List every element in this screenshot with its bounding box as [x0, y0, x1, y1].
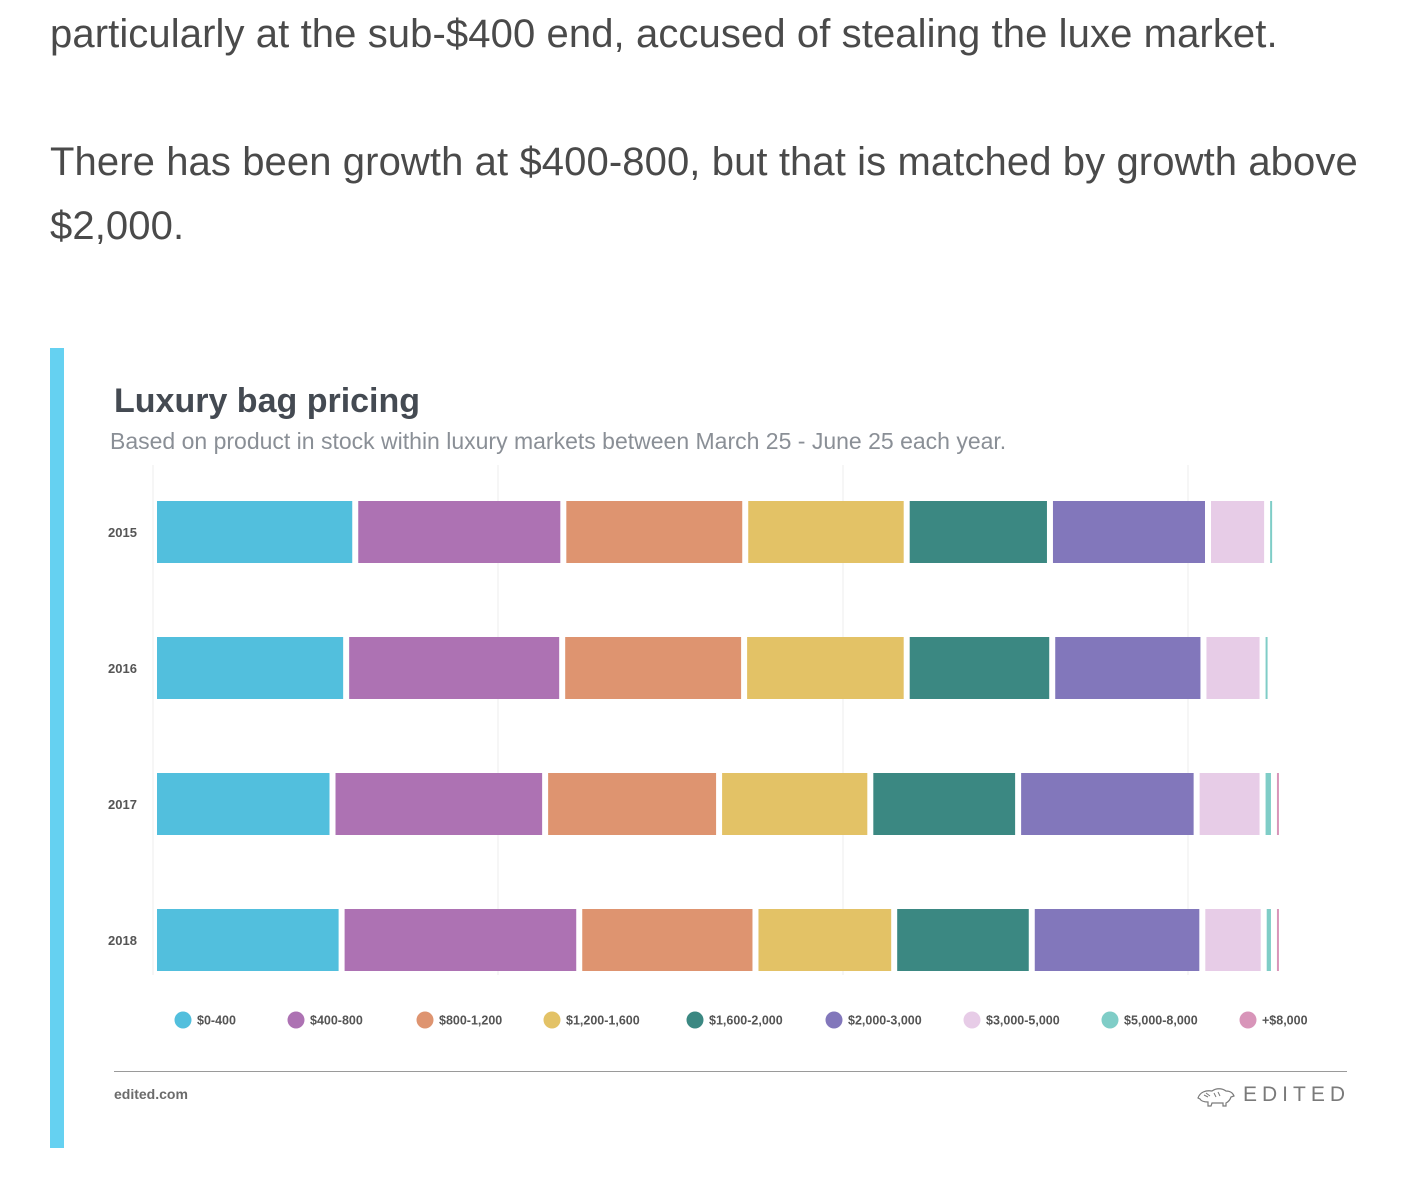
bar-segment	[565, 637, 742, 699]
bar-segment	[335, 773, 543, 835]
y-tick-label: 2017	[108, 797, 137, 812]
bar-segment	[1052, 501, 1205, 563]
legend-label: +$8,000	[1262, 1014, 1308, 1028]
legend-marker	[825, 1011, 843, 1029]
bar-segment	[566, 501, 743, 563]
legend-label: $0-400	[197, 1014, 236, 1028]
article-paragraph: particularly at the sub-$400 end, accuse…	[50, 12, 1278, 56]
bar-segment	[349, 637, 560, 699]
y-tick-label: 2016	[108, 661, 137, 676]
legend-marker	[543, 1011, 561, 1029]
bar-segment	[344, 909, 577, 971]
bar-segment	[909, 637, 1050, 699]
legend-label: $800-1,200	[439, 1014, 502, 1028]
legend-label: $400-800	[310, 1014, 363, 1028]
chart-accent-bar	[50, 348, 64, 1148]
legend-marker	[416, 1011, 434, 1029]
bar-segment	[758, 909, 892, 971]
legend-marker	[686, 1011, 704, 1029]
bar-segment	[1265, 637, 1268, 699]
bar-segment	[1276, 909, 1279, 971]
bar-segment	[897, 909, 1029, 971]
footer-site-link[interactable]: edited.com	[114, 1086, 188, 1102]
legend-marker	[174, 1011, 192, 1029]
article-paragraph: There has been growth at $400-800, but t…	[50, 140, 1358, 248]
bar-segment	[582, 909, 753, 971]
polar-bear-logo-icon	[1197, 1088, 1235, 1107]
bar-segment	[157, 637, 344, 699]
bar-segment	[1021, 773, 1194, 835]
legend-label: $5,000-8,000	[1124, 1014, 1198, 1028]
chart-subtitle: Based on product in stock within luxury …	[110, 428, 1007, 454]
bar-segment	[157, 773, 330, 835]
legend-label: $1,200-1,600	[566, 1014, 640, 1028]
legend-marker	[1101, 1011, 1119, 1029]
bar-segment	[1210, 501, 1265, 563]
y-tick-label: 2018	[108, 933, 137, 948]
bar-segment	[1270, 501, 1273, 563]
legend-marker	[1239, 1011, 1257, 1029]
bar-segment	[1206, 637, 1260, 699]
bar-segment	[1034, 909, 1200, 971]
legend-label: $2,000-3,000	[848, 1014, 922, 1028]
chart-title: Luxury bag pricing	[114, 382, 421, 420]
footer-divider	[114, 1071, 1347, 1072]
legend-label: $3,000-5,000	[986, 1014, 1060, 1028]
legend-label: $1,600-2,000	[709, 1014, 783, 1028]
bar-segment	[548, 773, 717, 835]
y-tick-label: 2015	[108, 525, 137, 540]
legend-marker	[287, 1011, 305, 1029]
bar-segment	[722, 773, 868, 835]
bar-segment	[1266, 909, 1271, 971]
bar-segment	[747, 637, 904, 699]
bar-segment	[1265, 773, 1271, 835]
bar-segment	[157, 501, 353, 563]
bar-segment	[1055, 637, 1201, 699]
bar-segment	[1205, 909, 1261, 971]
bar-segment	[748, 501, 904, 563]
bar-segment	[157, 909, 339, 971]
bar-segment	[1276, 773, 1279, 835]
bar-segment	[1199, 773, 1260, 835]
brand-name: EDITED	[1243, 1083, 1351, 1106]
legend-marker	[963, 1011, 981, 1029]
bar-segment	[873, 773, 1016, 835]
bar-segment	[358, 501, 561, 563]
chart-area: 2015 2016 2017 2018 $0-400 $400-800 $800-1,200…	[108, 465, 1308, 1029]
brand: EDITED	[1196, 1080, 1348, 1110]
bar-segment	[909, 501, 1047, 563]
